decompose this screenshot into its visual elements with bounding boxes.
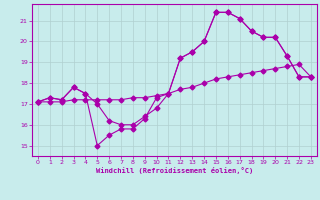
X-axis label: Windchill (Refroidissement éolien,°C): Windchill (Refroidissement éolien,°C)	[96, 167, 253, 174]
